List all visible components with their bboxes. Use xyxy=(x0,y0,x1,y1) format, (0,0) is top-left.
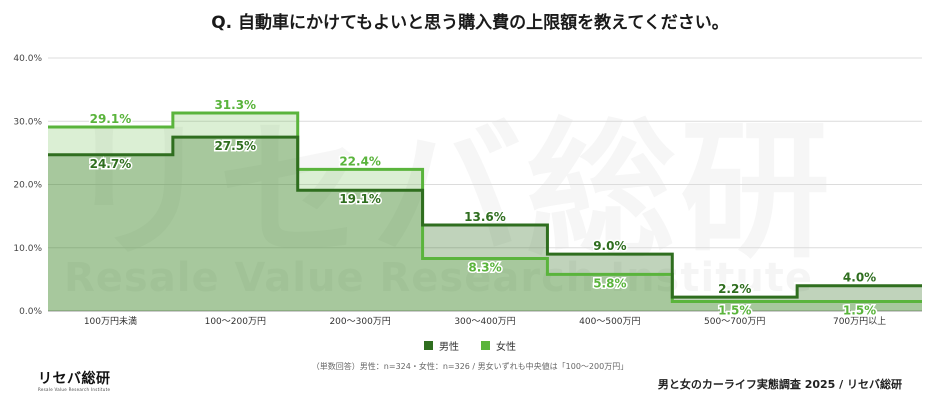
footnote: （単数回答）男性：n=324・女性：n=326 / 男女いずれも中央値は「100… xyxy=(311,362,629,371)
legend-label-male: 男性 xyxy=(439,342,459,353)
legend-swatch-male xyxy=(424,341,433,350)
y-tick-label: 20.0% xyxy=(13,181,42,191)
data-label-male: 9.0% xyxy=(593,239,626,253)
series-line-male xyxy=(48,135,922,299)
source-text: 男と女のカーライフ実態調査 2025 / リセバ総研 xyxy=(657,378,902,391)
y-tick-label: 0.0% xyxy=(19,307,42,317)
x-tick-label: 400〜500万円 xyxy=(579,316,640,327)
data-label-female: 31.3% xyxy=(214,98,256,112)
data-label-male: 24.7% xyxy=(90,157,132,171)
x-tick-label: 500〜700万円 xyxy=(704,316,765,327)
data-label-female: 22.4% xyxy=(339,154,381,168)
legend-item-female: 女性 xyxy=(481,338,516,353)
logo-main-text: リセバ総研 xyxy=(38,371,111,387)
logo-sub-text: Resale Value Research Institute xyxy=(38,387,111,392)
series-line-female xyxy=(48,111,922,304)
data-label-male: 13.6% xyxy=(464,210,506,224)
x-tick-label: 100〜200万円 xyxy=(205,316,266,327)
logo: リセバ総研 Resale Value Research Institute xyxy=(38,372,111,392)
area-female xyxy=(48,113,922,311)
legend-item-male: 男性 xyxy=(424,338,459,353)
legend-label-female: 女性 xyxy=(496,342,516,353)
y-tick-label: 10.0% xyxy=(13,244,42,254)
data-label-female: 1.5% xyxy=(718,304,751,318)
data-label-female: 5.8% xyxy=(593,276,626,290)
legend: 男性 女性 xyxy=(0,338,940,353)
y-tick-label: 30.0% xyxy=(13,117,42,127)
data-label-male: 2.2% xyxy=(718,282,751,296)
chart-title: Q. 自動車にかけてもよいと思う購入費の上限額を教えてください。 xyxy=(211,13,729,33)
data-label-female: 29.1% xyxy=(90,112,132,126)
data-label-male: 27.5% xyxy=(214,139,256,153)
data-label-male: 19.1% xyxy=(339,192,381,206)
x-tick-label: 700万円以上 xyxy=(833,316,886,327)
area-male xyxy=(48,137,922,311)
data-label-female: 1.5% xyxy=(843,304,876,318)
data-label-male: 4.0% xyxy=(843,271,876,285)
y-tick-label: 40.0% xyxy=(13,54,42,64)
data-label-female: 8.3% xyxy=(468,261,501,275)
legend-swatch-female xyxy=(481,341,490,350)
x-tick-label: 300〜400万円 xyxy=(454,316,515,327)
x-tick-label: 200〜300万円 xyxy=(329,316,390,327)
x-tick-label: 100万円未満 xyxy=(84,315,137,327)
